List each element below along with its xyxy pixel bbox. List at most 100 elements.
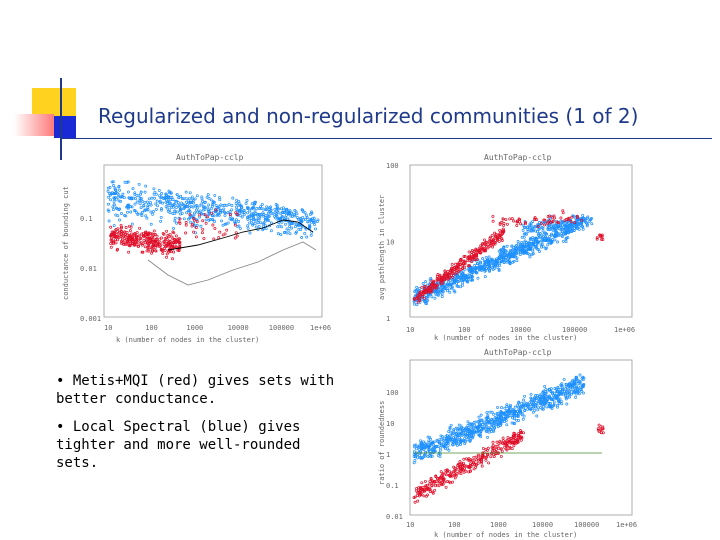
data-point (194, 226, 198, 230)
data-point (435, 283, 439, 287)
data-point (491, 238, 495, 242)
data-point (476, 276, 480, 280)
data-point (522, 398, 525, 402)
data-point (254, 225, 258, 229)
data-point (195, 220, 199, 224)
data-point (166, 250, 170, 254)
data-point (492, 428, 496, 432)
data-point (135, 231, 139, 235)
data-point (442, 445, 446, 449)
data-point (180, 207, 184, 211)
data-point (470, 429, 474, 433)
data-point (285, 207, 289, 211)
data-point (528, 247, 532, 251)
data-point (564, 383, 568, 386)
data-point (523, 232, 527, 236)
data-point (430, 454, 434, 458)
data-point (498, 414, 502, 418)
data-point (222, 210, 226, 214)
data-point (438, 448, 442, 452)
data-point (485, 448, 489, 452)
data-point (165, 255, 168, 259)
data-point (179, 194, 183, 198)
data-point (425, 483, 429, 487)
data-point (412, 450, 416, 454)
data-point (485, 241, 489, 244)
data-point (186, 217, 190, 221)
data-point (546, 239, 550, 243)
data-point (416, 491, 420, 495)
data-point (152, 210, 155, 213)
data-point (473, 462, 477, 466)
data-point (428, 278, 432, 282)
data-point (192, 201, 195, 205)
data-point (427, 439, 431, 443)
data-point (543, 231, 547, 235)
data-point (457, 275, 461, 279)
data-point (534, 394, 537, 397)
data-point (509, 248, 513, 252)
data-point (560, 233, 564, 237)
slide-title: Regularized and non-regularized communit… (98, 104, 639, 128)
data-point (574, 376, 578, 380)
data-point (302, 218, 305, 222)
data-point (294, 225, 297, 229)
data-point (501, 217, 505, 221)
data-point (437, 291, 441, 295)
data-point (445, 468, 449, 472)
data-point (438, 476, 441, 480)
data-point (287, 212, 291, 216)
data-point (502, 442, 506, 446)
data-point (207, 203, 211, 207)
x-tick-label: 10 (406, 521, 414, 529)
data-point (581, 214, 585, 217)
data-point (134, 197, 137, 201)
data-point (452, 465, 456, 469)
data-point (267, 207, 271, 211)
data-point (233, 236, 237, 240)
data-point (529, 229, 533, 233)
data-point (156, 241, 160, 245)
data-point (248, 221, 252, 225)
data-point (213, 193, 217, 197)
chart1-ylabel: conductance of bounding cut (62, 186, 70, 300)
data-point (444, 468, 448, 472)
data-point (254, 212, 258, 215)
x-tick-label: 100 (448, 521, 461, 529)
data-point (464, 464, 468, 468)
data-point (557, 401, 561, 405)
data-point (441, 281, 445, 285)
data-point (304, 213, 308, 217)
data-point (168, 191, 171, 195)
data-point (599, 234, 603, 238)
data-point (566, 395, 570, 399)
data-point (465, 279, 469, 283)
data-point (520, 436, 524, 440)
data-point (562, 228, 566, 232)
data-point (415, 489, 419, 493)
data-point (117, 208, 121, 212)
data-point (517, 401, 521, 405)
data-point (450, 266, 454, 270)
data-point (303, 232, 307, 235)
data-point (130, 238, 134, 242)
data-point (160, 207, 163, 211)
data-point (488, 427, 492, 431)
data-point (267, 219, 271, 223)
data-point (548, 395, 552, 399)
data-point (109, 245, 113, 249)
data-point (143, 190, 147, 194)
chart2-frame (409, 164, 633, 318)
data-point (485, 455, 489, 459)
data-point (476, 426, 479, 430)
data-point (480, 464, 484, 468)
data-point (495, 417, 499, 421)
data-point (516, 219, 519, 223)
data-point (129, 232, 133, 236)
x-tick-label: 10 (104, 324, 112, 332)
data-point (474, 466, 478, 469)
data-point (516, 240, 520, 243)
data-point (211, 223, 215, 227)
data-point (196, 206, 199, 210)
data-point (528, 224, 532, 228)
